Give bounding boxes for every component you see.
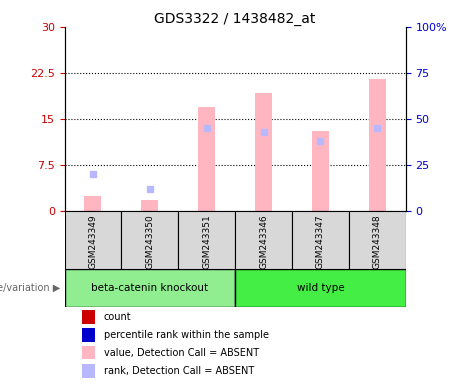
Bar xyxy=(65,211,121,269)
Point xyxy=(260,129,267,135)
Bar xyxy=(349,211,406,269)
Text: GSM243346: GSM243346 xyxy=(259,214,268,269)
Text: GSM243347: GSM243347 xyxy=(316,214,325,269)
Text: GSM243348: GSM243348 xyxy=(373,214,382,269)
Bar xyxy=(65,269,235,307)
Bar xyxy=(312,131,329,211)
Text: wild type: wild type xyxy=(296,283,344,293)
Point xyxy=(146,186,154,192)
Text: beta-catenin knockout: beta-catenin knockout xyxy=(91,283,208,293)
Bar xyxy=(84,196,101,211)
Point xyxy=(373,125,381,131)
Bar xyxy=(142,200,159,211)
Bar xyxy=(121,211,178,269)
Text: genotype/variation ▶: genotype/variation ▶ xyxy=(0,283,60,293)
Bar xyxy=(82,364,95,378)
Text: value, Detection Call = ABSENT: value, Detection Call = ABSENT xyxy=(104,348,259,358)
Title: GDS3322 / 1438482_at: GDS3322 / 1438482_at xyxy=(154,12,316,26)
Bar xyxy=(178,211,235,269)
Text: percentile rank within the sample: percentile rank within the sample xyxy=(104,330,269,340)
Point xyxy=(317,138,324,144)
Text: GSM243351: GSM243351 xyxy=(202,214,211,269)
Bar xyxy=(82,346,95,359)
Text: rank, Detection Call = ABSENT: rank, Detection Call = ABSENT xyxy=(104,366,254,376)
Point xyxy=(89,171,97,177)
Bar xyxy=(198,107,215,211)
Bar xyxy=(369,79,386,211)
Bar xyxy=(82,310,95,324)
Point xyxy=(203,125,210,131)
Bar xyxy=(255,93,272,211)
Bar xyxy=(82,328,95,342)
Text: count: count xyxy=(104,312,131,322)
Text: GSM243350: GSM243350 xyxy=(145,214,154,269)
Bar xyxy=(292,211,349,269)
Text: GSM243349: GSM243349 xyxy=(89,214,97,269)
Bar xyxy=(235,211,292,269)
Bar xyxy=(235,269,406,307)
